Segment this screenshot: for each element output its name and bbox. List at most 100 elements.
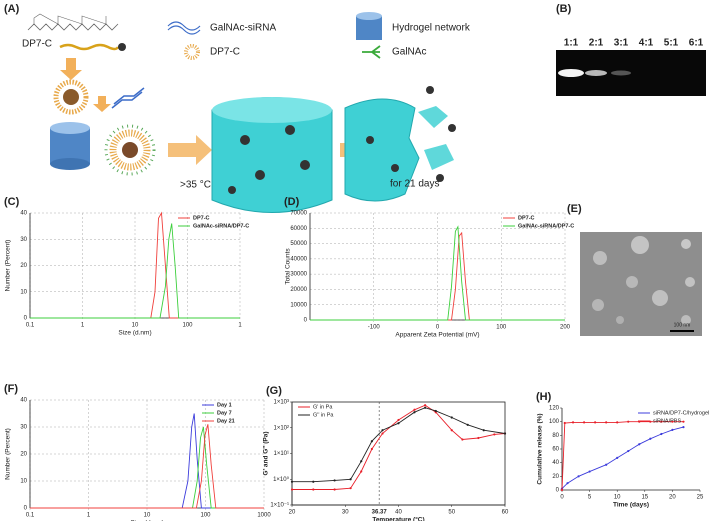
y-tick-label: 50000 — [290, 241, 307, 247]
y-axis-label: Number (Percent) — [5, 428, 12, 480]
legend-text: GalNAc-siRNA — [210, 23, 276, 34]
data-point — [381, 429, 384, 432]
data-point — [503, 432, 507, 435]
y-tick-label: 10 — [20, 479, 27, 485]
x-tick-label: 0 — [436, 325, 440, 331]
x-tick-label: 100 — [496, 325, 507, 331]
data-point — [333, 488, 336, 491]
data-point — [660, 432, 663, 436]
legend-icon — [356, 12, 382, 40]
hydrogel-network — [211, 97, 333, 213]
x-tick-label: 40 — [395, 510, 402, 516]
x-tick-label: 60 — [502, 510, 509, 516]
x-tick-label: 15 — [641, 495, 648, 501]
degraded-hydrogel — [344, 86, 456, 202]
legend-label: siRNA/PBS — [653, 418, 681, 424]
data-point — [682, 426, 685, 429]
x-tick-label: 25 — [697, 495, 704, 501]
peptide-chain — [59, 43, 120, 51]
x-tick-label: 0 — [560, 495, 564, 501]
data-point — [582, 421, 586, 424]
x-tick-label: 0.1 — [26, 513, 35, 519]
peptide-branches — [33, 13, 107, 25]
data-point — [627, 420, 630, 423]
scale-bar-label: 100 nm — [674, 322, 691, 328]
y-axis-label: Number (Percent) — [5, 240, 12, 292]
data-point — [397, 422, 400, 425]
series-line — [30, 424, 264, 509]
data-point — [594, 421, 597, 424]
series-line — [292, 404, 506, 490]
data-point — [571, 421, 575, 424]
data-point — [461, 438, 464, 441]
lane-label: 5:1 — [664, 38, 679, 49]
y-tick-label: 10 — [20, 289, 27, 295]
data-point — [333, 479, 336, 482]
x-tick-label: 20 — [669, 495, 676, 501]
arrow — [168, 135, 212, 165]
y-tick-label: 10000 — [290, 302, 307, 308]
arrow — [60, 58, 82, 80]
data-point — [638, 443, 641, 446]
x-tick-label: 100 — [182, 323, 193, 329]
y-tick-label: 20 — [20, 452, 27, 458]
panel-label: (E) — [567, 203, 582, 215]
y-tick-label: 80 — [552, 433, 559, 439]
legend-label: siRNA/DP7-C/hydrogel — [653, 410, 709, 416]
hydrogel-cylinder — [50, 122, 90, 170]
y-tick-label: 60000 — [290, 226, 307, 232]
legend-label: GalNAc-siRNA/DP7-C — [518, 223, 574, 229]
panel-label: (H) — [536, 391, 552, 403]
data-point — [482, 429, 485, 432]
gel-band — [611, 70, 631, 76]
lane-label: 3:1 — [614, 38, 629, 49]
gel-band — [558, 69, 584, 77]
data-point — [381, 432, 384, 435]
x-tick-label: 50 — [448, 510, 455, 516]
y-tick-label: 0 — [556, 488, 560, 494]
data-point — [450, 416, 453, 419]
data-point — [649, 437, 652, 440]
data-point — [477, 436, 480, 440]
data-point — [450, 429, 453, 432]
data-point — [370, 447, 373, 451]
scale-bar — [670, 330, 694, 332]
legend-label: Day 21 — [217, 418, 235, 424]
peptide-structure — [27, 23, 119, 31]
cholesterol — [118, 43, 126, 51]
data-point — [671, 428, 674, 431]
data-point — [290, 480, 294, 483]
lane-label: 4:1 — [639, 38, 654, 49]
panel-label: (A) — [4, 3, 20, 15]
y-tick-label: 70000 — [290, 211, 307, 217]
y-tick-label: 20 — [20, 263, 27, 269]
x-tick-label: 1 — [87, 513, 91, 519]
x-tick-label: 0.1 — [26, 323, 35, 329]
y-axis-label: Total Counts — [285, 248, 292, 285]
y-tick-label: 40000 — [290, 256, 307, 262]
legend-label: DP7-C — [518, 215, 535, 221]
y-tick-label: 0 — [24, 316, 28, 322]
series-line — [561, 426, 684, 489]
data-point — [627, 449, 630, 453]
y-tick-label: 1×10³ — [273, 400, 289, 406]
y-tick-label: 1×10⁻¹ — [270, 503, 289, 509]
y-tick-label: 1×10⁰ — [273, 476, 290, 483]
x-axis-label: Size (d.nm) — [130, 520, 163, 521]
panel-label: (D) — [284, 196, 300, 208]
data-point — [566, 482, 569, 485]
data-point — [360, 470, 363, 473]
y-tick-label: 1×10¹ — [273, 451, 289, 457]
micelle — [53, 79, 89, 115]
legend-icon — [167, 21, 201, 35]
data-point — [560, 488, 564, 492]
legend-label: Day 7 — [217, 410, 232, 416]
legend-text: Hydrogel network — [392, 23, 471, 34]
data-point — [397, 418, 400, 422]
data-point — [616, 421, 619, 424]
series-line — [30, 223, 240, 319]
y-tick-label: 0 — [304, 318, 308, 324]
y-tick-label: 40 — [20, 398, 27, 404]
series-line — [310, 225, 565, 321]
data-point — [434, 409, 437, 413]
